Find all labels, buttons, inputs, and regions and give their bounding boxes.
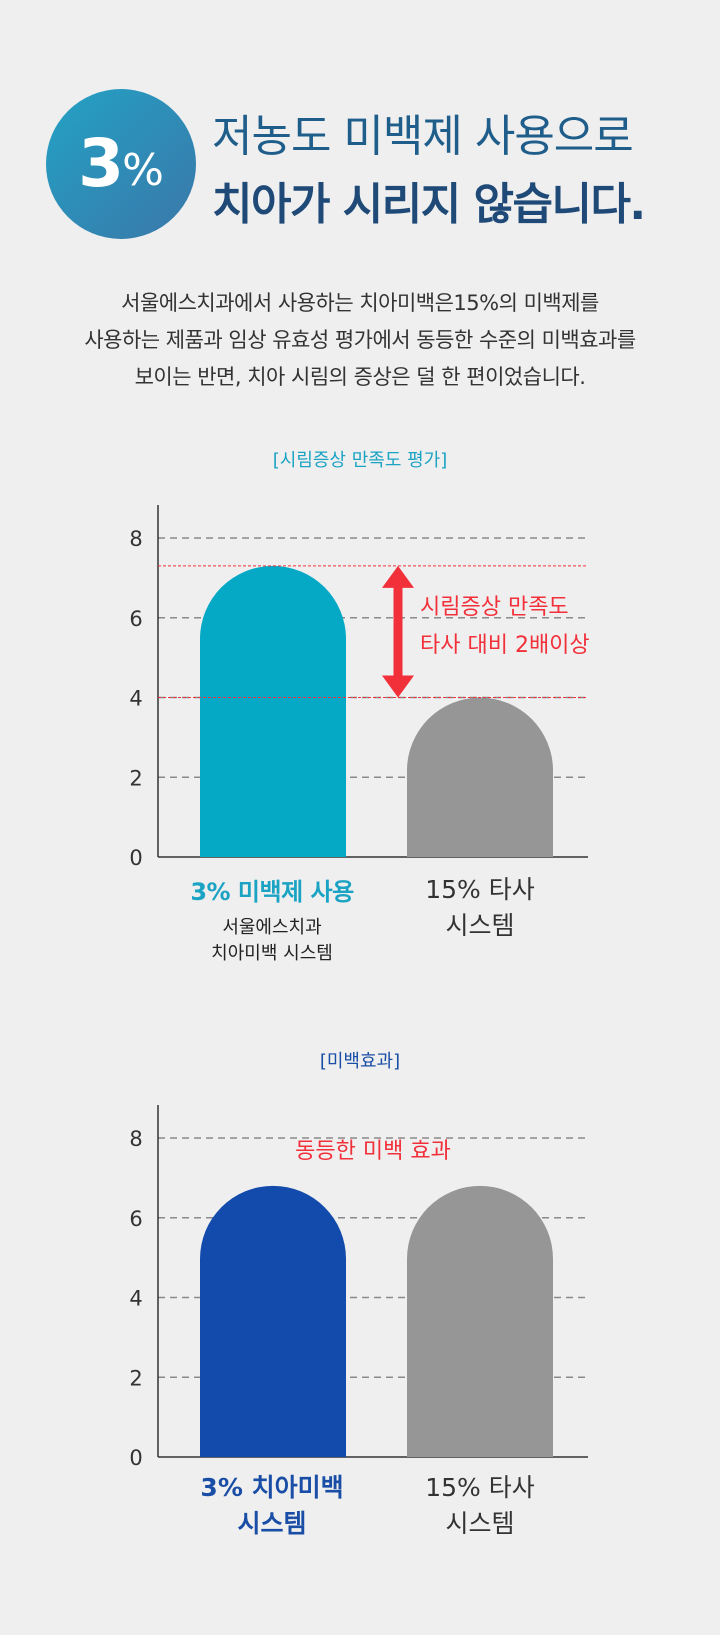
chart-1-category-2: 15% 타사 시스템 xyxy=(380,872,580,944)
y-tick-label: 2 xyxy=(129,766,142,790)
y-tick-label: 8 xyxy=(129,1127,142,1151)
percent-badge: 3 % xyxy=(46,89,196,239)
annotation-text: 동등한 미백 효과 xyxy=(295,1139,451,1164)
category-sub-label: 시스템 xyxy=(237,1509,307,1538)
category-main-label: 3% 치아미백 xyxy=(200,1473,344,1502)
y-tick-label: 6 xyxy=(129,1207,142,1231)
intro-paragraph: 서울에스치과에서 사용하는 치아미백은15%의 미백제를 사용하는 제품과 임상… xyxy=(0,285,720,396)
bar xyxy=(200,1185,346,1457)
category-sub-label: 시스템 xyxy=(445,911,515,940)
chart-1-category-1: 3% 미백제 사용 서울에스치과 치아미백 시스템 xyxy=(172,872,372,967)
y-tick-label: 8 xyxy=(129,527,142,551)
y-tick-label: 0 xyxy=(129,1446,142,1470)
category-main-label: 15% 타사 xyxy=(425,1473,535,1502)
y-tick-label: 4 xyxy=(129,687,142,711)
intro-line: 서울에스치과에서 사용하는 치아미백은15%의 미백제를 xyxy=(121,291,599,315)
arrow-head-down xyxy=(382,675,414,698)
category-sub-label: 서울에스치과 xyxy=(222,917,322,938)
y-tick-label: 4 xyxy=(129,1287,142,1311)
y-tick-label: 6 xyxy=(129,607,142,631)
whitening-chart: 0 2 4 6 8 동등한 미백 효과 xyxy=(129,1105,588,1470)
category-main-label: 3% 미백제 사용 xyxy=(190,878,354,906)
bar xyxy=(200,565,346,857)
category-sub-label: 치아미백 시스템 xyxy=(211,943,333,964)
chart-1-title: [시림증상 만족도 평가] xyxy=(272,450,448,471)
badge-number: 3 xyxy=(78,125,124,202)
y-tick-label: 0 xyxy=(129,846,142,870)
category-sub-label: 시스템 xyxy=(445,1509,515,1538)
arrow-head-up xyxy=(382,565,414,588)
category-main-label: 15% 타사 xyxy=(425,875,535,904)
intro-line: 사용하는 제품과 임상 유효성 평가에서 동등한 수준의 미백효과를 xyxy=(84,328,636,352)
annotation-text: 타사 대비 2배이상 xyxy=(420,633,590,658)
headline-line-1: 저농도 미백제 사용으로 xyxy=(212,111,634,162)
bar xyxy=(407,697,553,857)
chart-2-category-1: 3% 치아미백 시스템 xyxy=(172,1470,372,1542)
chart-2-category-2: 15% 타사 시스템 xyxy=(380,1470,580,1542)
annotation-text: 시림증상 만족도 xyxy=(420,595,569,620)
headline-line-2: 치아가 시리지 않습니다. xyxy=(212,179,646,230)
y-tick-label: 2 xyxy=(129,1366,142,1390)
chart-2-title: [미백효과] xyxy=(319,1051,401,1072)
intro-line: 보이는 반면, 치아 시림의 증상은 덜 한 편이었습니다. xyxy=(134,365,586,389)
bar xyxy=(407,1185,553,1457)
badge-percent: % xyxy=(122,145,164,196)
